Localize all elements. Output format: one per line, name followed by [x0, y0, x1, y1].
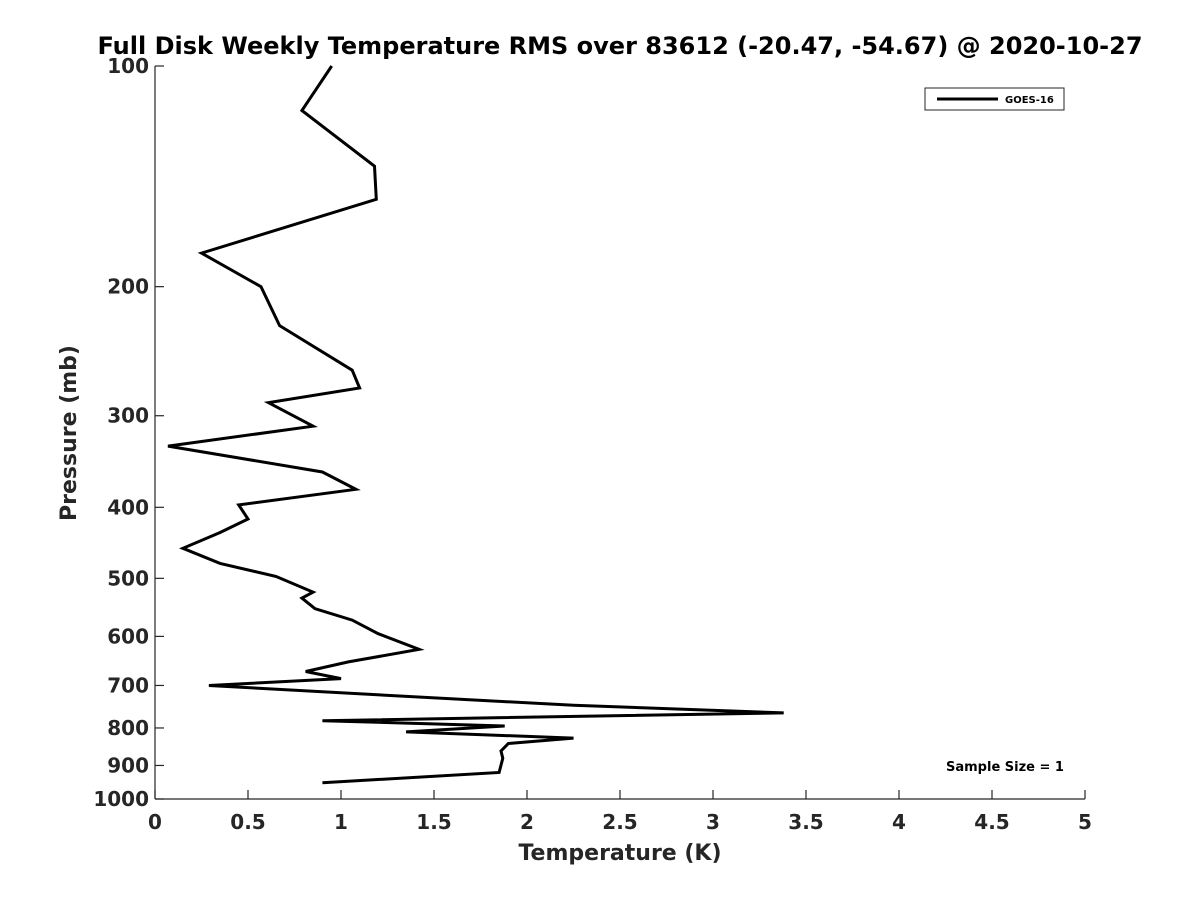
- y-axis-ticks: 100 200 300 400 500 600 700 800 900 1000: [93, 54, 164, 811]
- y-tick-label: 300: [107, 404, 149, 428]
- chart-title: Full Disk Weekly Temperature RMS over 83…: [97, 32, 1142, 60]
- y-tick-label: 600: [107, 624, 149, 648]
- x-tick-label: 2: [520, 810, 534, 834]
- x-tick-label: 0: [148, 810, 162, 834]
- sample-size-annotation: Sample Size = 1: [946, 760, 1064, 775]
- y-tick-label: 1000: [93, 787, 149, 811]
- x-tick-label: 4.5: [974, 810, 1009, 834]
- x-tick-label: 3: [706, 810, 720, 834]
- y-tick-label: 100: [107, 54, 149, 78]
- legend: GOES-16: [924, 87, 1065, 111]
- legend-label: GOES-16: [1005, 95, 1054, 106]
- x-tick-label: 4: [892, 810, 906, 834]
- x-tick-label: 5: [1078, 810, 1092, 834]
- y-tick-label: 500: [107, 566, 149, 590]
- x-tick-label: 0.5: [230, 810, 265, 834]
- x-tick-label: 2.5: [602, 810, 637, 834]
- x-tick-label: 1.5: [416, 810, 451, 834]
- y-tick-label: 800: [107, 716, 149, 740]
- series-line-goes-16: [167, 65, 784, 785]
- series-layer: [167, 65, 784, 785]
- x-axis-ticks: 0 0.5 1 1.5 2 2.5 3 3.5 4 4.5 5: [148, 790, 1092, 834]
- x-tick-label: 3.5: [788, 810, 823, 834]
- y-axis-label: Pressure (mb): [57, 345, 82, 521]
- y-tick-label: 900: [107, 753, 149, 777]
- y-tick-label: 200: [107, 275, 149, 299]
- y-tick-label: 700: [107, 673, 149, 697]
- x-tick-label: 1: [334, 810, 348, 834]
- x-axis-label: Temperature (K): [518, 841, 721, 866]
- y-tick-label: 400: [107, 495, 149, 519]
